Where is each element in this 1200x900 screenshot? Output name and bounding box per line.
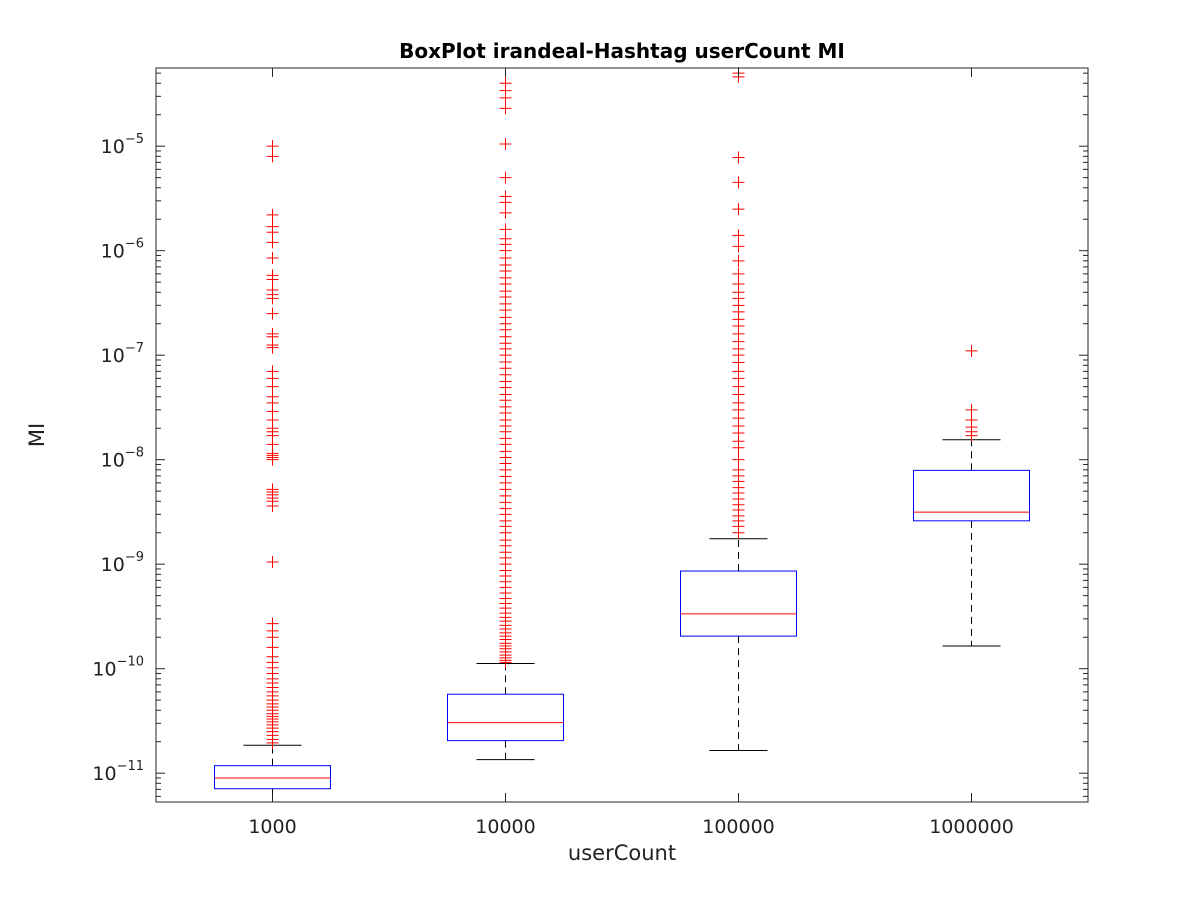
outlier-point xyxy=(266,365,279,378)
outlier-point xyxy=(266,390,279,403)
outlier-point xyxy=(732,229,745,242)
box-group-1000000 xyxy=(913,344,1030,647)
outlier-point xyxy=(266,555,279,568)
outlier-point xyxy=(499,206,512,219)
y-tick-label: 10−10 xyxy=(92,655,144,681)
outlier-point xyxy=(266,307,279,320)
outlier-point xyxy=(266,269,279,282)
box-iqr xyxy=(680,570,797,637)
y-tick-label: 10−9 xyxy=(101,550,144,576)
box-iqr xyxy=(214,765,331,790)
outlier-point xyxy=(266,236,279,249)
outlier-point xyxy=(499,171,512,184)
outlier-point xyxy=(732,240,745,253)
y-tick-exponent: −10 xyxy=(117,655,144,670)
y-tick-base: 10 xyxy=(101,136,125,158)
outlier-point xyxy=(732,453,745,466)
outlier-point xyxy=(266,150,279,163)
x-tick-label: 1000 xyxy=(248,816,296,838)
outlier-point xyxy=(965,413,978,426)
y-tick-base: 10 xyxy=(92,659,116,681)
x-tick-label: 100000 xyxy=(702,816,775,838)
y-tick-exponent: −7 xyxy=(125,341,144,356)
outlier-point xyxy=(732,176,745,189)
y-tick-exponent: −8 xyxy=(125,446,144,461)
outlier-point xyxy=(266,327,279,340)
outlier-point xyxy=(732,151,745,164)
y-tick-label: 10−7 xyxy=(101,341,144,367)
box-group-1000 xyxy=(214,140,331,803)
chart-title: BoxPlot irandeal-Hashtag userCount MI xyxy=(399,39,845,63)
outlier-point xyxy=(266,252,279,265)
outlier-point xyxy=(266,220,279,233)
outlier-point xyxy=(266,641,279,654)
axes-frame xyxy=(155,67,1089,803)
y-tick-label: 10−6 xyxy=(101,237,144,263)
outlier-point xyxy=(266,284,279,297)
y-tick-base: 10 xyxy=(101,345,125,367)
outlier-point xyxy=(965,344,978,357)
y-tick-exponent: −6 xyxy=(125,237,144,252)
outlier-point xyxy=(499,102,512,115)
outlier-point xyxy=(965,403,978,416)
plot-area xyxy=(214,67,1030,803)
y-tick-exponent: −11 xyxy=(117,759,144,774)
outlier-point xyxy=(266,208,279,221)
y-tick-label: 10−5 xyxy=(101,132,144,158)
outlier-point xyxy=(499,77,512,90)
outlier-point xyxy=(266,140,279,153)
y-tick-exponent: −9 xyxy=(125,550,144,565)
box-iqr xyxy=(913,469,1030,522)
x-tick-label: 10000 xyxy=(475,816,535,838)
box-group-100000 xyxy=(680,67,797,751)
outlier-point xyxy=(499,137,512,150)
outlier-point xyxy=(499,190,512,203)
y-tick-base: 10 xyxy=(101,554,125,576)
outlier-point xyxy=(732,254,745,267)
x-axis-label: userCount xyxy=(568,841,676,865)
outlier-point xyxy=(732,203,745,216)
outlier-point xyxy=(732,463,745,476)
y-tick-base: 10 xyxy=(101,241,125,263)
y-axis-label: MI xyxy=(25,423,49,447)
y-tick-exponent: −5 xyxy=(125,132,144,147)
x-tick-label: 1000000 xyxy=(929,816,1014,838)
box-group-10000 xyxy=(447,77,564,761)
outlier-point xyxy=(266,483,279,496)
y-tick-label: 10−11 xyxy=(92,759,144,785)
outlier-point xyxy=(732,277,745,290)
y-tick-base: 10 xyxy=(92,763,116,785)
outlier-point xyxy=(732,267,745,280)
y-tick-label: 10−8 xyxy=(101,446,144,472)
outlier-point xyxy=(499,223,512,236)
outlier-point xyxy=(266,617,279,630)
box-iqr xyxy=(447,693,564,742)
y-tick-base: 10 xyxy=(101,450,125,472)
